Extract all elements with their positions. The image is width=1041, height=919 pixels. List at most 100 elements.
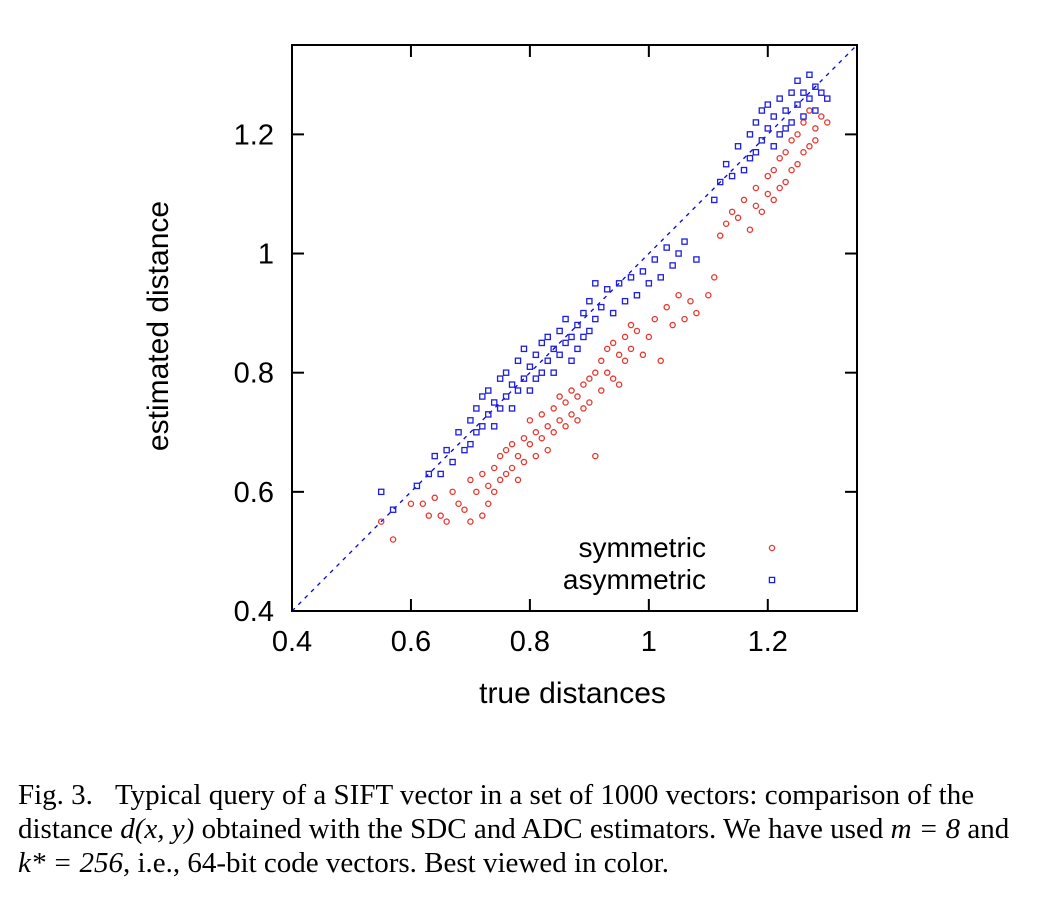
asymmetric-point [776, 131, 783, 138]
asymmetric-point [479, 393, 486, 400]
symmetric-point [544, 446, 551, 454]
symmetric-point [669, 321, 676, 329]
asymmetric-point [681, 238, 688, 245]
legend-asymmetric-label: asymmetric [563, 564, 706, 595]
legend-asymmetric-marker [768, 576, 776, 584]
asymmetric-point [562, 339, 569, 347]
symmetric-point [764, 190, 772, 198]
asymmetric-point [639, 268, 647, 275]
symmetric-point [603, 369, 611, 376]
symmetric-point [782, 178, 789, 186]
asymmetric-point [485, 411, 492, 418]
y-tick-label: 0.4 [234, 596, 274, 628]
asymmetric-point [770, 143, 777, 150]
asymmetric-point [538, 369, 546, 376]
symmetric-point [568, 411, 575, 418]
symmetric-point [508, 464, 516, 472]
asymmetric-point [568, 357, 575, 365]
asymmetric-point [794, 101, 801, 108]
symmetric-point [496, 476, 504, 484]
asymmetric-point [556, 327, 563, 335]
symmetric-point [752, 202, 760, 210]
legend: symmetric asymmetric [563, 532, 776, 595]
asymmetric-point [449, 458, 456, 466]
symmetric-point [455, 500, 462, 508]
asymmetric-point [455, 429, 462, 436]
asymmetric-point [812, 83, 819, 90]
symmetric-point [609, 375, 617, 382]
series-asymmetric [377, 71, 831, 513]
symmetric-point [485, 482, 492, 490]
symmetric-point [788, 137, 795, 144]
y-tick-label: 1 [258, 239, 274, 271]
symmetric-point [592, 452, 599, 460]
symmetric-point [824, 119, 831, 126]
symmetric-point [449, 488, 456, 496]
asymmetric-point [788, 89, 795, 96]
asymmetric-point [443, 446, 450, 454]
symmetric-point [615, 351, 623, 359]
symmetric-point [490, 488, 498, 496]
symmetric-point [598, 387, 605, 394]
x-tick-label: 0.8 [510, 626, 550, 658]
asymmetric-point [812, 107, 819, 114]
asymmetric-point [716, 178, 724, 186]
asymmetric-point [574, 345, 581, 353]
asymmetric-point [693, 256, 700, 263]
asymmetric-point [526, 363, 534, 370]
symmetric-point [609, 339, 617, 347]
symmetric-point [461, 506, 468, 513]
symmetric-point [657, 357, 664, 365]
asymmetric-point [508, 405, 516, 412]
asymmetric-point [502, 369, 510, 376]
asymmetric-point [734, 143, 742, 150]
symmetric-point [645, 333, 653, 341]
symmetric-point [788, 166, 795, 174]
asymmetric-point [574, 321, 581, 329]
symmetric-point [479, 512, 486, 519]
symmetric-point [722, 220, 730, 227]
asymmetric-point [663, 244, 670, 251]
asymmetric-point [425, 470, 433, 478]
asymmetric-point [627, 274, 635, 281]
asymmetric-point [502, 393, 510, 400]
asymmetric-point [806, 71, 813, 79]
symmetric-point [389, 536, 397, 543]
asymmetric-point [538, 339, 546, 347]
symmetric-point [496, 452, 504, 460]
asymmetric-point [782, 125, 789, 132]
symmetric-point [776, 154, 783, 162]
x-axis-label: true distances [479, 677, 666, 710]
legend-symmetric-marker [768, 544, 776, 552]
symmetric-point [586, 375, 593, 382]
asymmetric-point [514, 387, 522, 394]
symmetric-point [598, 357, 605, 365]
symmetric-point [776, 184, 783, 192]
y-tick-label: 1.2 [234, 119, 274, 151]
symmetric-point [502, 470, 510, 478]
symmetric-point [651, 315, 659, 323]
symmetric-point [752, 184, 760, 192]
symmetric-point [556, 417, 563, 424]
symmetric-point [550, 429, 557, 436]
symmetric-point [467, 518, 474, 525]
asymmetric-point [413, 482, 421, 490]
symmetric-point [734, 214, 742, 222]
symmetric-point [812, 125, 819, 132]
asymmetric-point [544, 357, 551, 365]
caption-math-distance: d(x, y) [120, 813, 195, 845]
asymmetric-point [496, 405, 504, 412]
y-tick-label: 0.6 [234, 477, 274, 509]
asymmetric-point [437, 470, 444, 478]
ticks-layer: 0.4 0.6 0.8 1 1.2 0.4 0.6 0.8 1 1.2 [234, 45, 857, 658]
symmetric-point [711, 274, 718, 281]
symmetric-point [538, 434, 546, 442]
x-tick-label: 0.4 [272, 626, 312, 658]
symmetric-point [550, 405, 557, 412]
symmetric-point [377, 518, 385, 525]
symmetric-point [431, 494, 438, 502]
asymmetric-point [532, 375, 540, 382]
symmetric-point [574, 417, 581, 424]
asymmetric-point [485, 387, 492, 394]
y-axis-label: estimated distance [142, 201, 175, 451]
